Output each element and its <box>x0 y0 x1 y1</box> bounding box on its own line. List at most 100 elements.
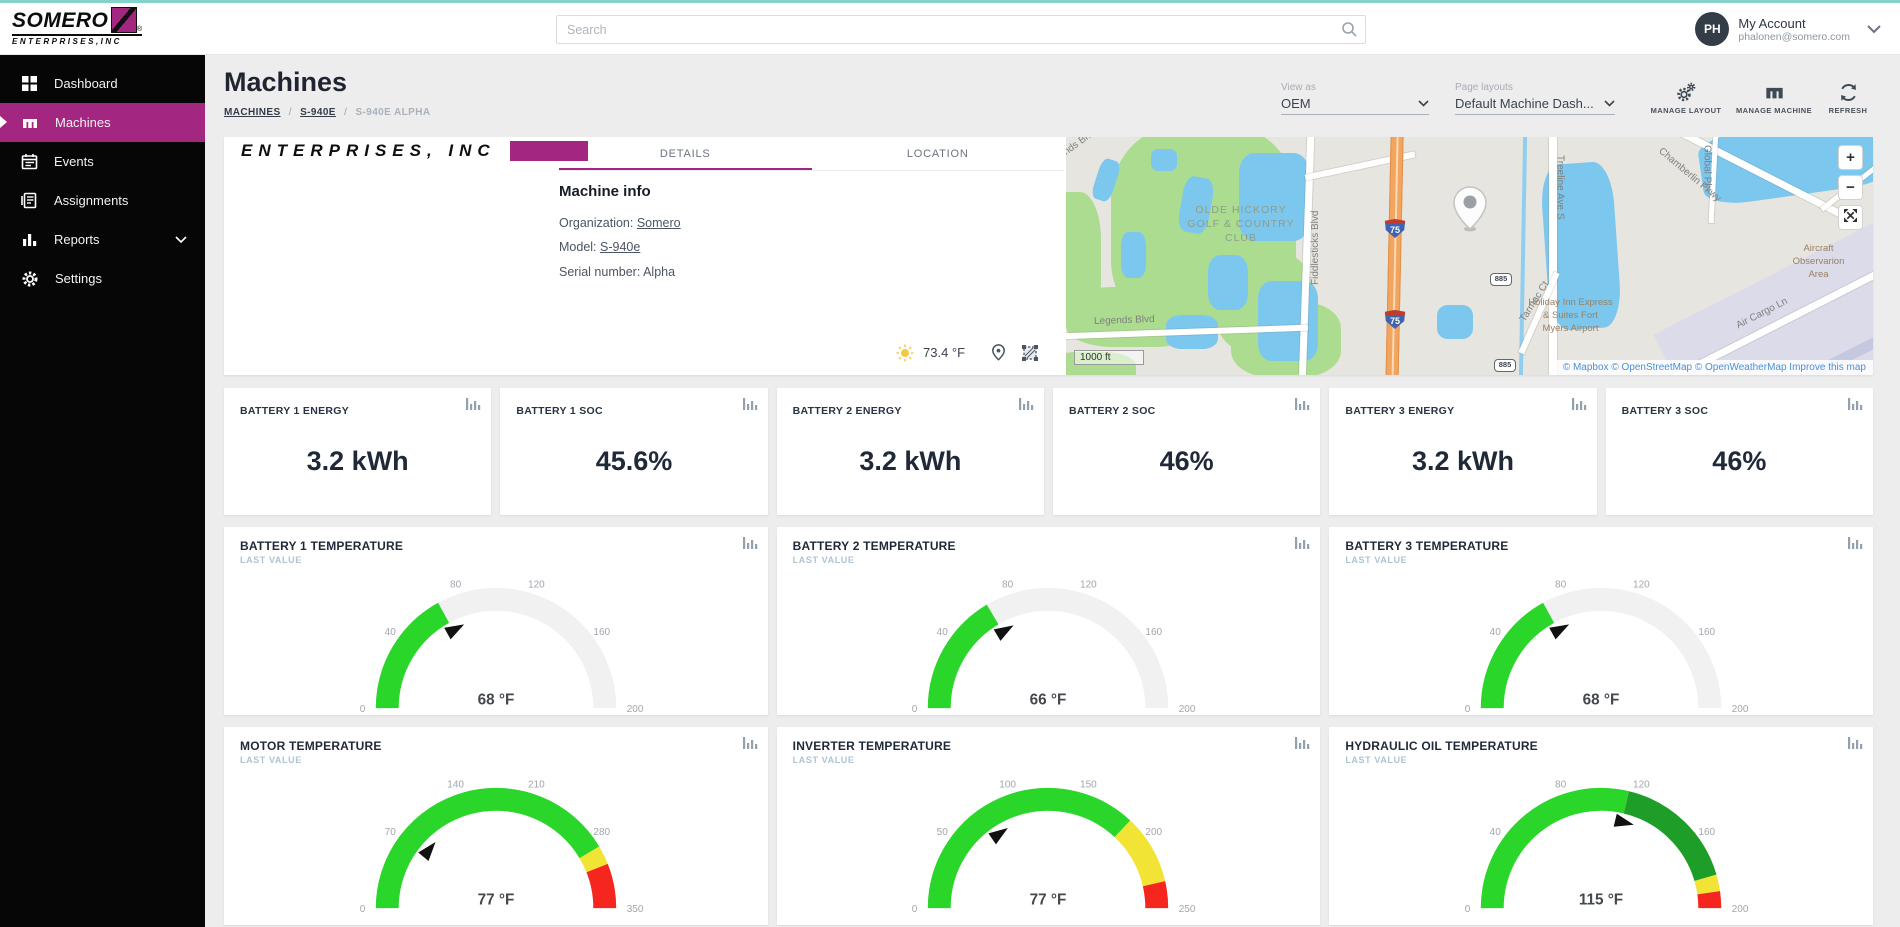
search-icon[interactable] <box>1341 21 1358 38</box>
bar-chart-icon[interactable] <box>1847 735 1863 751</box>
gauge-card-battery-2-temp: BATTERY 2 TEMPERATURE LAST VALUE 0408012… <box>777 527 1321 715</box>
gauge-title: INVERTER TEMPERATURE <box>777 727 1321 753</box>
stat-label: BATTERY 2 ENERGY <box>777 388 1044 417</box>
gauge-chart: 0408012016020066 °F <box>777 565 1321 715</box>
svg-text:77 °F: 77 °F <box>478 891 515 908</box>
avatar: PH <box>1695 12 1729 46</box>
sidebar-item-dashboard[interactable]: Dashboard <box>0 64 205 103</box>
gauge-card-motor-temp: MOTOR TEMPERATURE LAST VALUE 07014021028… <box>224 727 768 925</box>
dashboard-icon <box>21 75 38 92</box>
machine-detail-card: ENTERPRISES, INC DETAILS LOCATION Machin… <box>224 137 1873 375</box>
map-fullscreen-button[interactable] <box>1838 205 1863 230</box>
gauge-card-hydraulic-oil-temp: HYDRAULIC OIL TEMPERATURE LAST VALUE 040… <box>1329 727 1873 925</box>
bar-chart-icon[interactable] <box>1018 396 1034 412</box>
breadcrumb-model[interactable]: S-940E <box>300 107 336 118</box>
tab-details[interactable]: DETAILS <box>559 137 812 170</box>
bar-chart-icon[interactable] <box>1847 535 1863 551</box>
stat-value: 3.2 kWh <box>224 417 491 515</box>
manage-layout-button[interactable]: MANAGE LAYOUT <box>1643 81 1729 115</box>
map-zoom-in-button[interactable]: + <box>1838 145 1863 170</box>
svg-text:0: 0 <box>912 904 918 915</box>
bar-chart-icon[interactable] <box>1294 535 1310 551</box>
stat-card-battery-3-energy: BATTERY 3 ENERGY 3.2 kWh <box>1329 388 1596 515</box>
chevron-down-icon <box>175 236 187 244</box>
map-location-pin[interactable] <box>1453 185 1487 233</box>
logo-brand-text: SOMERO <box>12 9 108 33</box>
bar-chart-icon[interactable] <box>1571 396 1587 412</box>
location-map[interactable]: OLDE HICKORY GOLF & COUNTRY CLUB Legends… <box>1066 137 1873 375</box>
svg-text:0: 0 <box>1465 904 1471 915</box>
gauge-card-battery-3-temp: BATTERY 3 TEMPERATURE LAST VALUE 0408012… <box>1329 527 1873 715</box>
gauge-chart: 04080120160200115 °F <box>1329 765 1873 916</box>
sidebar-item-reports[interactable]: Reports <box>0 220 205 259</box>
sidebar-item-settings[interactable]: Settings <box>0 259 205 298</box>
battery-temp-gauges-row: BATTERY 1 TEMPERATURE LAST VALUE 0408012… <box>224 527 1873 715</box>
map-label-golf-club: OLDE HICKORY GOLF & COUNTRY CLUB <box>1166 203 1316 246</box>
bar-chart-icon[interactable] <box>742 396 758 412</box>
sun-icon <box>896 344 914 362</box>
chevron-down-icon <box>1866 24 1882 34</box>
svg-text:120: 120 <box>1633 780 1650 791</box>
tab-location[interactable]: LOCATION <box>812 137 1065 170</box>
sidebar-item-machines[interactable]: Machines <box>0 103 205 142</box>
events-icon <box>21 153 38 170</box>
route-885-shield: 885 <box>1490 273 1512 286</box>
account-menu[interactable]: PH My Account phalonen@somero.com <box>1695 12 1882 46</box>
gauge-subtitle: LAST VALUE <box>1329 753 1873 765</box>
map-controls: + − <box>1838 145 1863 235</box>
sidebar-item-events[interactable]: Events <box>0 142 205 181</box>
map-pond <box>1258 281 1318 361</box>
organization-link[interactable]: Somero <box>637 216 681 230</box>
settings-icon <box>21 270 39 288</box>
svg-text:77 °F: 77 °F <box>1030 891 1067 908</box>
sidebar-item-assignments[interactable]: Assignments <box>0 181 205 220</box>
page-header: Machines MACHINES / S-940E / S-940E ALPH… <box>205 55 1900 137</box>
view-as-value: OEM <box>1281 96 1311 111</box>
bar-chart-icon[interactable] <box>742 535 758 551</box>
gauge-title: BATTERY 1 TEMPERATURE <box>224 527 768 553</box>
map-pond <box>1121 232 1146 278</box>
account-email: phalonen@somero.com <box>1738 31 1850 43</box>
map-highway-i75 <box>1385 137 1403 375</box>
map-attribution[interactable]: © Mapbox © OpenStreetMap © OpenWeatherMa… <box>1556 360 1873 375</box>
breadcrumb-machines[interactable]: MACHINES <box>224 107 281 118</box>
svg-text:40: 40 <box>385 627 397 638</box>
geofence-icon[interactable] <box>1021 344 1039 362</box>
gauge-title: BATTERY 2 TEMPERATURE <box>777 527 1321 553</box>
stat-value: 45.6% <box>500 417 767 515</box>
svg-text:0: 0 <box>360 904 366 915</box>
map-zoom-out-button[interactable]: − <box>1838 175 1863 200</box>
gauge-chart: 0408012016020068 °F <box>1329 565 1873 715</box>
svg-text:0: 0 <box>912 704 918 715</box>
svg-text:80: 80 <box>1555 780 1567 791</box>
sidebar: Dashboard Machines Events Assignments <box>0 55 205 927</box>
model-link[interactable]: S-940e <box>600 240 640 254</box>
bar-chart-icon[interactable] <box>1847 396 1863 412</box>
stat-value: 46% <box>1053 417 1320 515</box>
bar-chart-icon[interactable] <box>742 735 758 751</box>
map-pond <box>1437 305 1473 339</box>
machine-details-pane: ENTERPRISES, INC DETAILS LOCATION Machin… <box>224 137 1066 375</box>
svg-text:200: 200 <box>1179 704 1196 715</box>
somero-logo[interactable]: SOMERO ® ENTERPRISES,INC <box>12 7 142 46</box>
bar-chart-icon[interactable] <box>465 396 481 412</box>
location-pin-icon[interactable] <box>989 343 1008 362</box>
bar-chart-icon[interactable] <box>1294 735 1310 751</box>
page-layouts-select[interactable]: Page layouts Default Machine Dash... <box>1455 82 1615 115</box>
svg-text:0: 0 <box>360 704 366 715</box>
svg-text:120: 120 <box>528 580 545 591</box>
svg-text:66 °F: 66 °F <box>1030 691 1067 708</box>
search-input[interactable] <box>556 15 1366 44</box>
svg-text:200: 200 <box>1732 904 1749 915</box>
stat-card-battery-3-soc: BATTERY 3 SOC 46% <box>1606 388 1873 515</box>
main-content: Machines MACHINES / S-940E / S-940E ALPH… <box>205 55 1900 927</box>
map-label-treeline: Treeline Ave S <box>1553 155 1567 219</box>
svg-text:210: 210 <box>528 780 545 791</box>
manage-machine-button[interactable]: MANAGE MACHINE <box>1731 81 1817 115</box>
bar-chart-icon[interactable] <box>1294 396 1310 412</box>
map-label-legends-blvd: Legends Blvd <box>1094 313 1155 329</box>
stat-value: 3.2 kWh <box>1329 417 1596 515</box>
view-as-select[interactable]: View as OEM <box>1281 82 1429 115</box>
svg-text:160: 160 <box>1146 627 1163 638</box>
refresh-button[interactable]: REFRESH <box>1819 81 1877 115</box>
